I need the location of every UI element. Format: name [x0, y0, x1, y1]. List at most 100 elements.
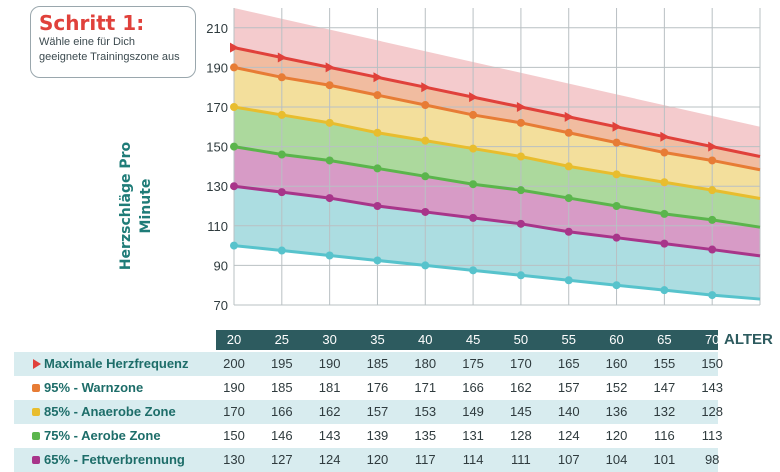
data-point-1 [708, 141, 718, 152]
y-tick-label: 70 [214, 298, 228, 313]
band-fett [234, 146, 760, 256]
table-cell: 131 [462, 428, 484, 443]
lower-boundary-point [277, 246, 286, 255]
table-cell: 185 [270, 380, 293, 395]
table-cell: 143 [318, 428, 341, 443]
table-cell: 145 [510, 404, 532, 419]
table-row: 85% - Anaerobe Zone 170 166 162 157 153 149 145… [14, 400, 723, 424]
table-cell: 117 [414, 452, 436, 467]
data-point-5 [516, 219, 525, 228]
data-point-1 [230, 42, 239, 53]
data-point-5 [660, 239, 669, 248]
legend-marker-icon [32, 456, 40, 464]
table-cell: 157 [366, 404, 389, 419]
lower-boundary-point [564, 276, 573, 285]
lower-boundary-point [612, 281, 621, 290]
row-label: 75% - Aerobe Zone [44, 428, 161, 443]
table-cell: 180 [414, 356, 437, 371]
table-cell: 140 [557, 404, 580, 419]
row-label: 85% - Anaerobe Zone [44, 404, 176, 419]
table-cell: 146 [270, 428, 293, 443]
table-cell: 153 [414, 404, 437, 419]
table-cell: 190 [223, 380, 245, 395]
data-point-3 [373, 128, 382, 137]
data-point-5 [564, 227, 573, 236]
data-point-4 [421, 172, 430, 181]
table-cell: 166 [462, 380, 484, 395]
data-point-1 [325, 62, 335, 73]
age-tick-label: 35 [370, 332, 385, 347]
data-point-4 [277, 150, 286, 159]
table-cell: 170 [510, 356, 532, 371]
data-point-2 [230, 63, 238, 72]
lower-boundary-point [421, 261, 430, 270]
table-cell: 155 [653, 356, 676, 371]
legend-marker-icon [33, 359, 41, 369]
table-cell: 143 [701, 380, 724, 395]
series-line-5 [233, 184, 761, 258]
table-cell: 150 [223, 428, 245, 443]
table-cell: 190 [318, 356, 341, 371]
data-point-5 [230, 182, 238, 191]
table-cell: 130 [223, 452, 245, 467]
y-tick-label: 150 [206, 140, 228, 155]
age-tick-label: 50 [513, 332, 529, 347]
table-cell: 114 [462, 452, 484, 467]
row-label: Maximale Herzfrequenz [44, 356, 189, 371]
table-cell: 120 [605, 428, 628, 443]
series-line-3 [233, 105, 761, 200]
table-cell: 152 [605, 380, 628, 395]
table-cell: 171 [414, 380, 437, 395]
table-cell: 162 [510, 380, 532, 395]
table-cell: 176 [366, 380, 389, 395]
series-line-2 [233, 65, 761, 172]
table-cell: 132 [653, 404, 676, 419]
data-point-1 [421, 82, 431, 93]
lower-boundary-point [325, 251, 334, 260]
age-bar [216, 330, 718, 350]
lower-boundary-point [516, 271, 525, 280]
data-point-5 [277, 188, 286, 197]
data-point-3 [660, 178, 669, 187]
data-point-3 [325, 118, 334, 127]
data-point-4 [469, 180, 478, 189]
age-tick-label: 70 [704, 332, 720, 347]
lower-boundary-point [660, 286, 669, 295]
data-point-3 [708, 186, 717, 195]
data-point-4 [660, 209, 669, 218]
data-point-2 [516, 118, 525, 127]
data-point-3 [612, 170, 621, 179]
y-tick-label: 170 [206, 100, 228, 115]
table-cell: 165 [557, 356, 580, 371]
data-point-4 [708, 215, 717, 224]
y-tick-label: 90 [214, 258, 228, 273]
y-axis-label: Herzschläge Pro Minute [118, 141, 154, 271]
table-cell: 181 [318, 380, 341, 395]
table-cell: 116 [653, 428, 675, 443]
series-line-1 [233, 46, 761, 158]
table-cell: 113 [701, 428, 723, 443]
data-point-4 [325, 156, 334, 165]
data-point-5 [325, 194, 334, 203]
lower-boundary-point [469, 266, 478, 275]
table-cell: 170 [223, 404, 245, 419]
data-point-2 [373, 91, 382, 100]
age-tick-label: 45 [465, 332, 481, 347]
band-warn [234, 47, 760, 170]
data-point-4 [230, 142, 238, 151]
age-tick-label: 25 [274, 332, 290, 347]
table-cell: 135 [414, 428, 437, 443]
data-point-5 [612, 233, 621, 242]
table-cell: 104 [605, 452, 628, 467]
data-point-4 [516, 186, 525, 195]
table-cell: 150 [701, 356, 724, 371]
age-tick-label: 65 [657, 332, 672, 347]
legend-marker-icon [32, 432, 40, 440]
table-cell: 157 [557, 380, 580, 395]
band-max [234, 8, 760, 157]
table-cell: 98 [704, 452, 720, 467]
band-cyan [234, 186, 760, 300]
row-label: 95% - Warnzone [44, 380, 144, 395]
table-row: 65% - Fettverbrennung 130 127 124 120 117 114 1… [14, 448, 719, 472]
